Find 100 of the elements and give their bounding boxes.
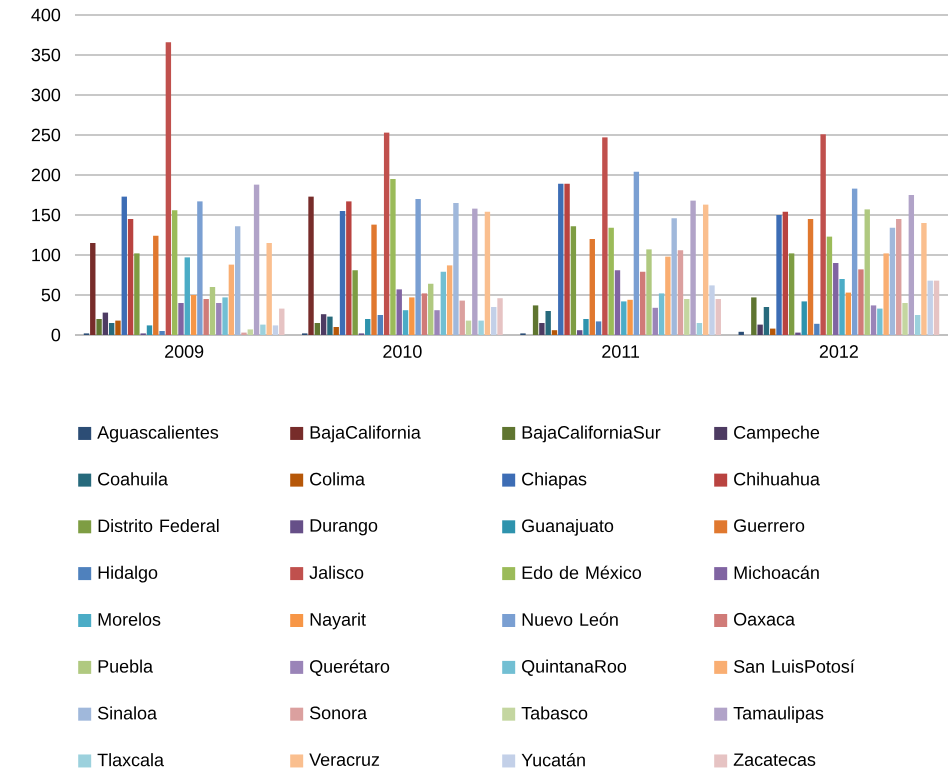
legend-label: Tlaxcala	[98, 753, 164, 766]
bar	[652, 308, 658, 335]
bar	[96, 319, 102, 335]
bar	[716, 299, 721, 335]
bar	[738, 332, 744, 335]
bar	[320, 314, 326, 335]
bar	[491, 307, 496, 335]
bar	[864, 209, 870, 335]
bar	[466, 320, 472, 335]
legend-label: QuintanaRoo	[522, 660, 626, 676]
bar	[254, 184, 260, 335]
legend-label: Distrito Federal	[98, 518, 219, 532]
legend-label: Oaxaca	[734, 612, 795, 626]
bar	[596, 321, 602, 335]
bar	[690, 200, 696, 335]
bar	[272, 325, 278, 335]
bar	[802, 301, 807, 335]
bar	[184, 257, 190, 335]
bar	[576, 330, 582, 335]
legend-label: Zacatecas	[734, 753, 816, 766]
bar	[539, 323, 545, 335]
x-tick-label: 2012	[820, 345, 858, 358]
bar	[896, 219, 902, 335]
legend-label: Guerrero	[734, 519, 804, 532]
bar	[90, 243, 96, 335]
bar	[621, 301, 626, 335]
bar	[852, 188, 858, 335]
bar	[640, 272, 646, 335]
bar	[340, 211, 346, 335]
legend-label: Puebla	[98, 660, 154, 673]
bar	[128, 219, 134, 335]
bar	[122, 196, 127, 335]
bar	[820, 134, 826, 335]
bar	[908, 195, 914, 335]
y-tick-label: 150	[32, 208, 60, 222]
bar	[590, 239, 595, 335]
legend-label: Guanajuato	[522, 518, 614, 536]
legend-label: Veracruz	[309, 753, 380, 766]
bar	[203, 299, 209, 335]
bar	[422, 293, 428, 335]
bar	[870, 305, 876, 335]
legend-label: Tamaulipas	[734, 706, 824, 724]
bar	[166, 42, 172, 335]
bar	[159, 331, 165, 335]
bar	[153, 236, 158, 335]
legend-label: Chiapas	[522, 472, 586, 489]
bar	[308, 196, 314, 335]
bar	[858, 269, 864, 335]
bar	[877, 308, 883, 335]
y-tick-label: 250	[32, 128, 60, 142]
bar	[172, 210, 178, 335]
bar	[390, 179, 396, 335]
y-tick-label: 50	[42, 288, 60, 302]
bar	[890, 228, 896, 335]
bar	[921, 223, 927, 335]
bar	[210, 287, 216, 335]
bar	[764, 307, 770, 335]
bar	[934, 280, 940, 335]
bar	[146, 325, 152, 335]
bar	[696, 323, 702, 335]
bar	[352, 270, 358, 335]
bar	[883, 253, 889, 335]
bar	[665, 256, 671, 335]
bar	[108, 323, 114, 335]
y-tick-label: 300	[32, 88, 60, 102]
bar	[266, 243, 272, 335]
legend-label: Colima	[310, 472, 365, 486]
bar	[409, 297, 415, 335]
bar	[428, 284, 434, 335]
bar	[833, 263, 838, 335]
legend-label: BajaCaliforniaSur	[522, 426, 660, 442]
bar	[334, 327, 339, 335]
bar	[115, 320, 121, 335]
bar	[234, 226, 240, 335]
bar	[346, 201, 352, 335]
bar	[751, 297, 757, 335]
bar	[583, 319, 589, 335]
bar	[839, 279, 845, 335]
bar	[384, 132, 390, 335]
bar	[371, 224, 377, 335]
bar	[228, 264, 234, 335]
legend-label: San LuisPotosí	[734, 659, 855, 673]
bar	[279, 308, 284, 335]
bar	[314, 323, 320, 335]
bar	[608, 228, 614, 335]
bar	[788, 253, 794, 335]
bar	[570, 226, 576, 335]
legend-label: Jalisco	[309, 566, 364, 579]
bar	[396, 289, 402, 335]
bar	[826, 236, 832, 335]
legend-label: Coahuila	[98, 472, 168, 486]
bar	[770, 328, 776, 335]
bar	[478, 320, 484, 335]
bar	[914, 315, 920, 335]
bar	[702, 204, 708, 335]
legend-label: Durango	[310, 519, 378, 536]
bar	[684, 299, 690, 335]
bar	[484, 212, 490, 335]
legend-label: Aguascalientes	[97, 426, 218, 442]
legend-label: Yucatán	[522, 753, 585, 766]
